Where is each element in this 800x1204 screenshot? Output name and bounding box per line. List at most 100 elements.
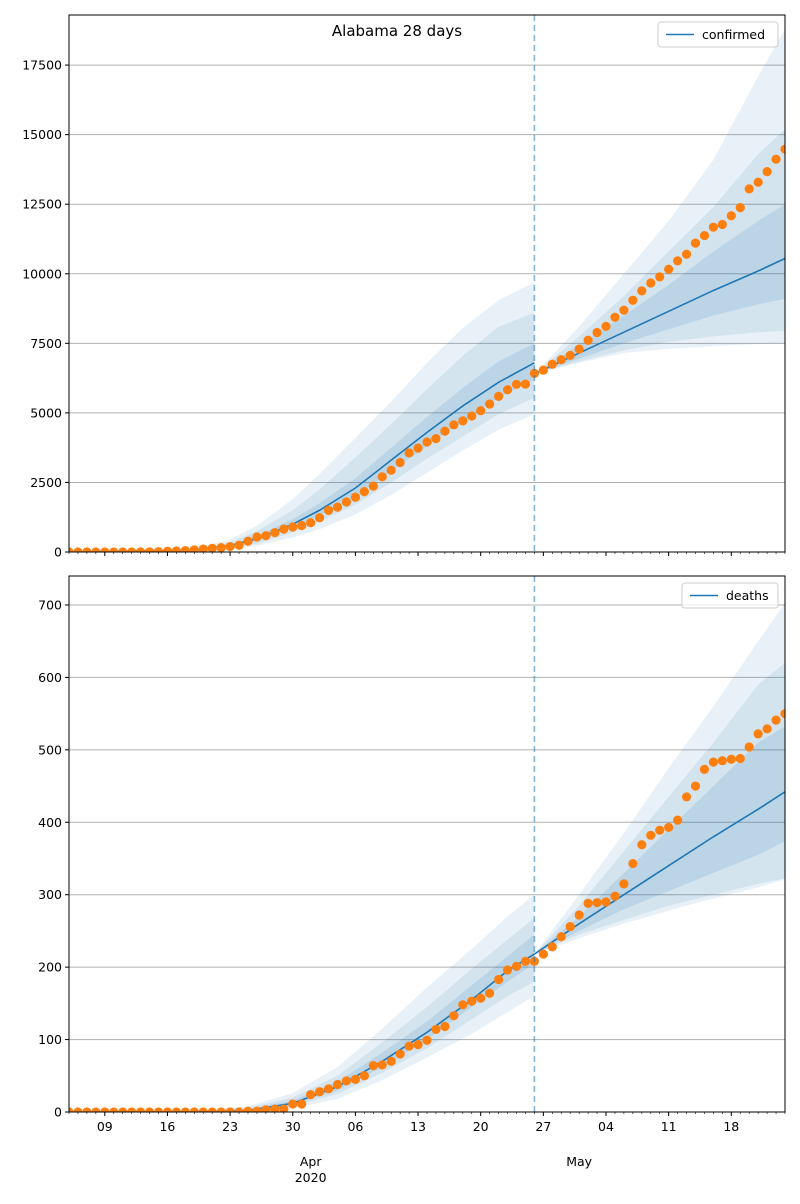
deaths-observed-point [485, 988, 495, 998]
x-tick-label: 16 [159, 1119, 175, 1134]
deaths-observed-point [252, 1106, 262, 1112]
confirmed-observed-point [583, 335, 593, 345]
confirmed-observed-point [404, 448, 414, 458]
y-tick-label: 100 [38, 1032, 62, 1047]
confirmed-observed-point [136, 547, 146, 552]
plot-area [69, 603, 798, 1112]
deaths-observed-point [619, 879, 629, 889]
deaths-observed-point [789, 708, 798, 717]
confirmed-observed-point [673, 256, 683, 266]
confirmed-observed-point [144, 547, 155, 552]
deaths-observed-point [377, 1060, 387, 1070]
x-tick-label: 09 [97, 1119, 113, 1134]
deaths-observed-point [207, 1107, 217, 1112]
confirmed-observed-point [502, 385, 513, 395]
deaths-observed-point [395, 1049, 405, 1059]
deaths-observed-point [655, 825, 665, 835]
confirmed-observed-point [180, 545, 190, 552]
confirmed-band-p025-p975-forecast [534, 28, 785, 374]
deaths-observed-point [431, 1024, 441, 1035]
deaths-observed-point [565, 921, 575, 932]
confirmed-observed-point [216, 543, 226, 552]
deaths-observed-point [664, 822, 674, 832]
x-tick-label: 20 [473, 1119, 489, 1134]
confirmed-observed-point [646, 278, 656, 288]
deaths-observed-point [646, 830, 656, 840]
confirmed-observed-point [520, 379, 531, 389]
confirmed-observed-point [207, 543, 217, 552]
confirmed-observed-point [118, 547, 128, 552]
deaths-observed-point [681, 792, 692, 802]
confirmed-band-p10-p90-forecast [534, 129, 785, 374]
confirmed-observed-point [270, 528, 280, 538]
deaths-observed-point [762, 724, 772, 734]
confirmed-observed-point [279, 524, 289, 534]
confirmed-observed-point [422, 437, 432, 447]
deaths-observed-point [82, 1107, 92, 1112]
deaths-observed-point [458, 1000, 468, 1010]
deaths-band-p10-p90-forecast [534, 662, 785, 955]
confirmed-observed-point [288, 522, 298, 532]
confirmed-observed-point [780, 144, 785, 154]
deaths-observed-point [189, 1107, 199, 1112]
deaths-observed-point [279, 1104, 289, 1112]
confirmed-observed-point [458, 416, 468, 426]
deaths-observed-point [118, 1107, 128, 1112]
confirmed-observed-point [368, 481, 378, 491]
confirmed-observed-point [189, 545, 199, 552]
confirmed-observed-point [628, 295, 638, 305]
confirmed-band-p25-p75-forecast [534, 204, 785, 374]
deaths-observed-point [216, 1107, 226, 1112]
deaths-observed-point [73, 1107, 83, 1112]
deaths-observed-point [413, 1040, 423, 1050]
y-tick-label: 500 [38, 742, 62, 757]
x-tick-label: 06 [347, 1119, 363, 1134]
deaths-observed-point [332, 1079, 343, 1090]
deaths-observed-point [583, 898, 593, 908]
confirmed-observed-point [431, 434, 441, 444]
y-tick-label: 15000 [22, 127, 62, 142]
confirmed-observed-point [332, 502, 343, 512]
deaths-observed-point [726, 754, 736, 764]
confirmed-observed-point [252, 532, 262, 542]
deaths-observed-point [556, 932, 566, 942]
deaths-observed-point [520, 956, 531, 966]
deaths-observed-point [637, 840, 647, 850]
deaths-observed-point [708, 757, 719, 767]
deaths-observed-point [610, 891, 620, 901]
deaths-observed-point [323, 1084, 334, 1094]
deaths-observed-point [467, 996, 477, 1006]
confirmed-observed-point [386, 465, 396, 475]
x-month-label: May [566, 1154, 592, 1169]
confirmed-observed-point [109, 547, 119, 552]
y-tick-label: 400 [38, 815, 62, 830]
confirmed-observed-point [315, 513, 325, 523]
y-tick-label: 10000 [22, 266, 62, 281]
deaths-observed-point [449, 1011, 459, 1021]
deaths-observed-point [261, 1105, 271, 1112]
deaths-observed-point [171, 1107, 181, 1112]
deaths-observed-point [350, 1074, 360, 1085]
plot-area [69, 28, 785, 552]
deaths-observed-point [297, 1099, 307, 1109]
confirmed-observed-point [690, 238, 701, 248]
y-tick-label: 200 [38, 960, 62, 975]
confirmed-observed-point [243, 536, 253, 546]
figure-title: Alabama 28 days [332, 22, 462, 40]
deaths-band-p025-p975-fit [69, 894, 535, 1112]
deaths-observed-point [592, 898, 602, 908]
confirmed-observed-point [771, 154, 781, 164]
y-tick-label: 2500 [30, 475, 62, 490]
y-tick-label: 0 [54, 545, 62, 560]
deaths-observed-point [511, 961, 522, 972]
deaths-observed-point [100, 1107, 110, 1112]
deaths-observed-point [359, 1071, 369, 1081]
x-tick-label: 30 [285, 1119, 301, 1134]
deaths-observed-point [234, 1107, 244, 1112]
deaths-observed-point [753, 729, 763, 739]
confirmed-observed-point [323, 505, 334, 516]
confirmed-observed-point [538, 365, 548, 375]
deaths-observed-point [386, 1056, 396, 1066]
confirmed-observed-point [69, 547, 74, 552]
